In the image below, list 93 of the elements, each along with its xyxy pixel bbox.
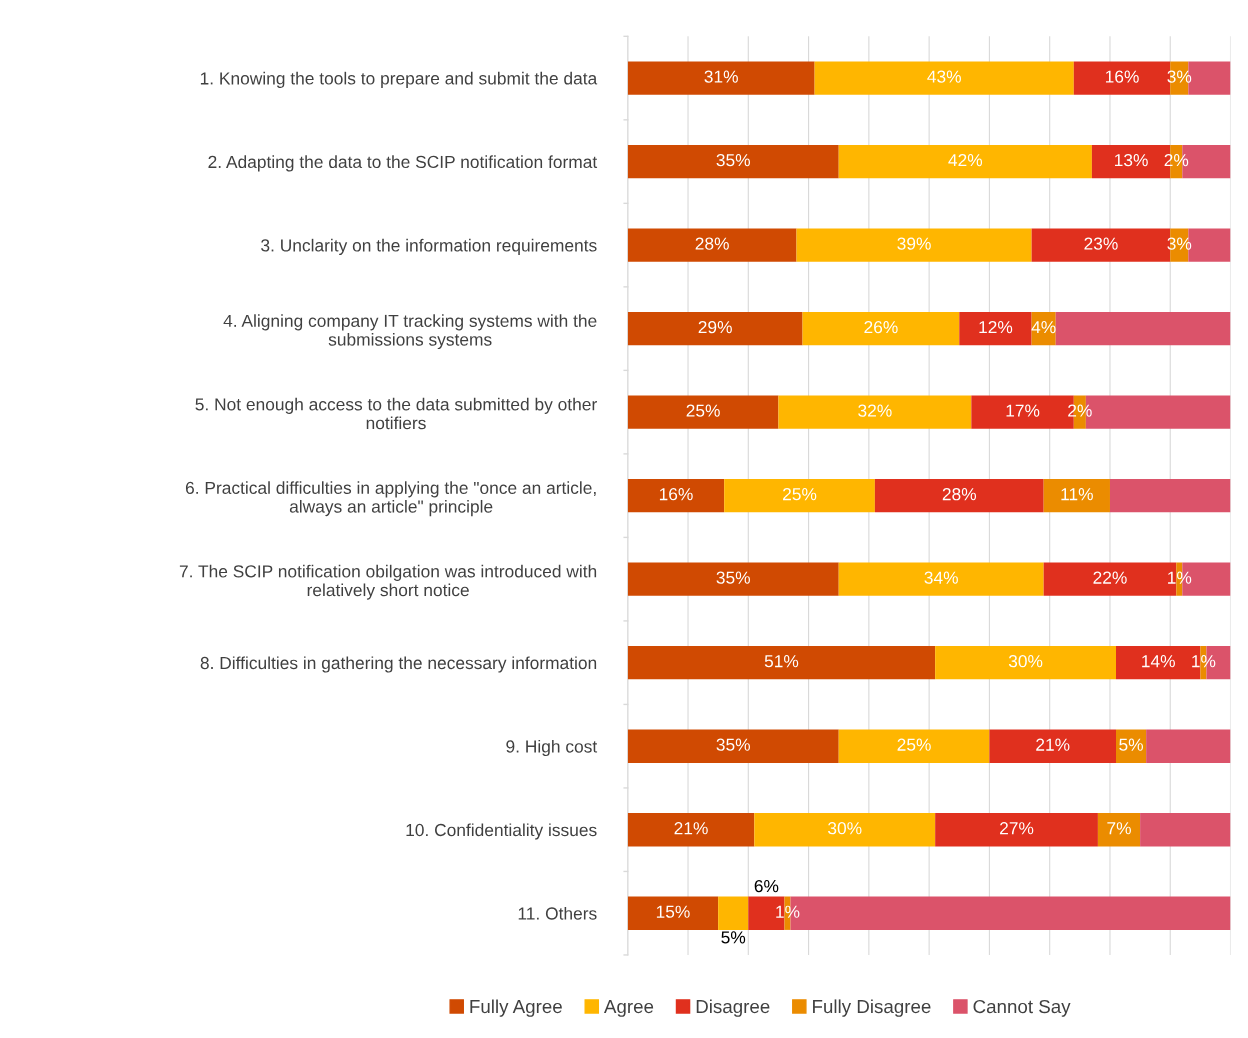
y-tick-label: 11. Others xyxy=(518,906,597,920)
bar xyxy=(724,478,875,513)
y-tick-label: 1. Knowing the tools to prepare and submit the data xyxy=(200,71,598,88)
bar xyxy=(778,395,972,429)
y-tick-label: 9. High cost xyxy=(506,739,598,757)
legend-label: Cannot Say xyxy=(973,999,1071,1017)
data-label: 16% xyxy=(659,488,693,501)
bar xyxy=(1116,729,1147,763)
bar xyxy=(627,645,936,680)
bar xyxy=(989,729,1116,763)
bar xyxy=(838,729,990,763)
data-label: 13% xyxy=(1115,153,1148,167)
data-label: 3% xyxy=(1167,237,1192,250)
bar xyxy=(1146,729,1231,763)
data-label: 42% xyxy=(948,153,983,167)
y-tick-label: 8. Difficulties in gathering the necessary information xyxy=(200,656,597,673)
data-label: 4% xyxy=(1031,321,1056,334)
data-label: 5% xyxy=(1119,738,1143,751)
data-label: 34% xyxy=(924,571,958,584)
y-tick-label: 3. Unclarity on the information requirements xyxy=(261,238,597,255)
data-label: 14% xyxy=(1142,655,1175,668)
bar xyxy=(874,478,1044,513)
legend-label: Fully Disagree xyxy=(813,999,931,1017)
data-label: 11% xyxy=(1061,488,1093,501)
bar xyxy=(935,812,1098,847)
data-label: 2% xyxy=(1068,404,1092,417)
data-label: 1% xyxy=(776,905,800,918)
data-label: 35% xyxy=(716,738,750,751)
data-label: 28% xyxy=(942,488,977,501)
legend-label: Fully Agree xyxy=(470,999,562,1017)
data-label: 51% xyxy=(764,655,799,668)
legend-label: Disagree xyxy=(696,999,770,1017)
data-label: 25% xyxy=(897,738,931,751)
bar xyxy=(1140,812,1231,847)
bar xyxy=(1055,311,1231,346)
y-tick-label: 6. Practical difficulties in applying the "once an article, always an article" principle xyxy=(185,481,596,517)
bar xyxy=(627,812,755,847)
data-label: 39% xyxy=(897,237,931,250)
bar xyxy=(627,395,779,429)
data-label: 15% xyxy=(656,905,690,918)
data-label: 23% xyxy=(1084,237,1118,250)
data-label: 6% xyxy=(754,879,779,893)
bar xyxy=(814,61,1074,95)
data-label: 12% xyxy=(979,320,1013,334)
bar xyxy=(935,645,1116,680)
data-label: 26% xyxy=(864,320,898,334)
data-label: 7% xyxy=(1107,822,1131,835)
data-label: 35% xyxy=(716,153,750,167)
data-label: 2% xyxy=(1164,153,1189,167)
data-label: 35% xyxy=(716,571,750,584)
bar xyxy=(1043,478,1110,513)
data-label: 30% xyxy=(828,822,862,835)
data-label: 16% xyxy=(1105,70,1139,83)
bar xyxy=(796,228,1032,262)
data-label: 21% xyxy=(1036,738,1070,751)
data-label: 17% xyxy=(1006,404,1040,417)
bar xyxy=(959,311,1032,346)
data-label: 25% xyxy=(783,488,817,501)
y-tick-label: 7. The SCIP notification obilgation was introduced with relatively short notice xyxy=(179,564,597,600)
bar xyxy=(627,144,839,179)
y-tick-label: 5. Not enough access to the data submitted by other notifiers xyxy=(195,397,597,430)
bar xyxy=(838,562,1044,596)
bar xyxy=(627,61,815,95)
data-label: 29% xyxy=(698,320,732,334)
data-label: 43% xyxy=(927,70,961,83)
bar xyxy=(754,812,936,847)
bar xyxy=(802,311,960,346)
bar xyxy=(627,311,803,346)
data-label: 32% xyxy=(858,404,892,417)
bar xyxy=(1109,478,1231,513)
bar xyxy=(838,144,1092,179)
data-label: 3% xyxy=(1167,70,1192,83)
y-tick-label: 4. Aligning company IT tracking systems with the submissions systems xyxy=(223,314,597,350)
bar xyxy=(1097,812,1141,847)
bar xyxy=(627,478,725,513)
data-label: 5% xyxy=(721,931,746,944)
data-label: 28% xyxy=(695,237,729,250)
bar xyxy=(627,896,719,930)
data-label: 21% xyxy=(674,822,708,835)
data-label: 31% xyxy=(704,70,738,83)
y-tick-label: 2. Adapting the data to the SCIP notification format xyxy=(208,155,598,172)
y-tick-label: 10. Confidentiality issues xyxy=(406,823,597,840)
data-label: 22% xyxy=(1093,571,1127,584)
legend-label: Agree xyxy=(603,1000,654,1017)
bar xyxy=(627,729,839,763)
data-label: 1% xyxy=(1192,655,1216,668)
data-label: 30% xyxy=(1008,655,1043,668)
bar xyxy=(627,228,797,262)
data-label: 25% xyxy=(686,404,720,417)
data-label: 1% xyxy=(1168,571,1192,584)
bar xyxy=(718,896,749,930)
data-label: 27% xyxy=(1000,822,1034,835)
bar xyxy=(627,562,839,596)
